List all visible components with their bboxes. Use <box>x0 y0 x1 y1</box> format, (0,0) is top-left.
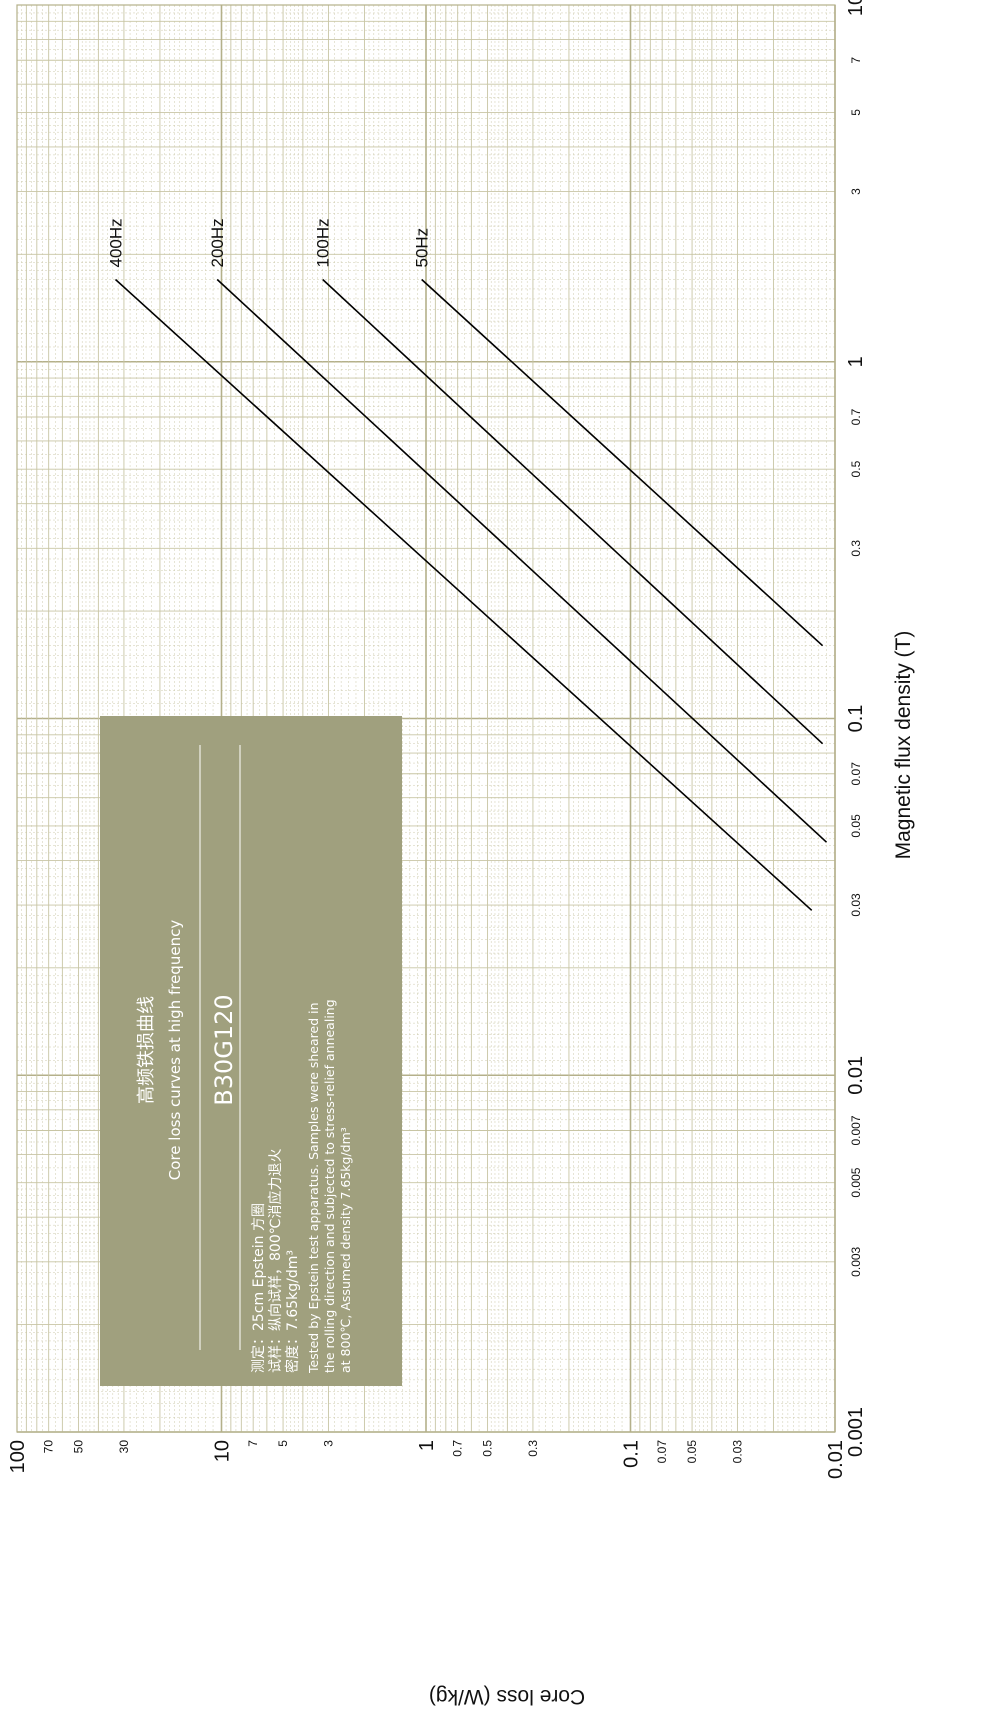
info-grade: B30G120 <box>210 994 238 1105</box>
series-line-50Hz <box>421 278 824 647</box>
y-tick-label: 0.3 <box>526 1440 540 1457</box>
x-tick-label: 3 <box>849 188 863 195</box>
series-label-400Hz: 400Hz <box>107 218 126 267</box>
info-note-cn-1: 测定：25cm Epstein 方圈 <box>251 1203 267 1373</box>
plot-frame <box>16 4 836 1433</box>
info-note-en-2: the rolling direction and subjected to s… <box>322 999 337 1373</box>
y-tick-label: 50 <box>72 1440 86 1454</box>
series-label-50Hz: 50Hz <box>413 228 432 268</box>
x-tick-label: 1 <box>845 356 867 367</box>
y-tick-label: 10 <box>212 1440 234 1462</box>
info-box <box>100 716 402 1386</box>
y-tick-label: 0.7 <box>451 1440 465 1457</box>
x-tick-label: 0.001 <box>845 1407 867 1457</box>
x-tick-label: 10 <box>845 0 867 16</box>
series-line-400Hz <box>114 278 813 911</box>
series: 400Hz 200Hz 100Hz 50Hz <box>107 218 828 911</box>
y-tick-label: 7 <box>246 1440 260 1447</box>
x-tick-label: 0.01 <box>845 1056 867 1095</box>
info-note-cn-2: 试样：纵向试样，800℃消应力退火 <box>267 1149 284 1373</box>
y-tick-label: 3 <box>321 1440 335 1447</box>
y-tick-label: 70 <box>42 1440 56 1454</box>
x-tick-label: 0.3 <box>849 540 863 557</box>
y-tick-label: 0.05 <box>685 1440 699 1464</box>
x-tick-label: 0.1 <box>845 705 867 733</box>
x-tick-labels: 0.001 0.003 0.005 0.007 0.01 0.03 0.05 0.07 0.1 0… <box>845 0 867 1457</box>
info-title-cn: 高频铁损曲线 <box>136 996 157 1104</box>
y-tick-label: 0.03 <box>730 1440 744 1464</box>
info-box-text: 高频铁损曲线 Core loss curves at high frequenc… <box>136 745 353 1374</box>
plot-border <box>16 4 836 1433</box>
y-tick-label: 5 <box>276 1440 290 1447</box>
info-title-en: Core loss curves at high frequency <box>166 920 184 1181</box>
y-tick-label: 0.01 <box>825 1440 847 1479</box>
x-tick-label: 0.005 <box>849 1167 863 1197</box>
y-tick-label: 100 <box>7 1440 29 1473</box>
series-line-200Hz <box>216 278 828 843</box>
info-note-cn-3: 密度：7.65kg/dm³ <box>284 1250 301 1373</box>
y-tick-label: 0.5 <box>481 1440 495 1457</box>
series-line-100Hz <box>322 278 824 745</box>
x-tick-label: 0.03 <box>849 893 863 917</box>
x-tick-label: 0.05 <box>849 814 863 838</box>
x-tick-label: 5 <box>849 109 863 116</box>
x-tick-label: 0.07 <box>849 762 863 786</box>
y-tick-label: 30 <box>117 1440 131 1454</box>
y-tick-label: 1 <box>416 1440 438 1451</box>
series-label-100Hz: 100Hz <box>314 218 333 267</box>
y-axis-label: Core loss (W/kg) <box>429 1685 585 1708</box>
x-axis-label: Magnetic flux density (T) <box>892 631 915 860</box>
x-tick-label: 0.5 <box>849 460 863 477</box>
x-tick-label: 0.7 <box>849 408 863 425</box>
series-label-200Hz: 200Hz <box>208 218 227 267</box>
y-tick-label: 0.1 <box>621 1440 643 1468</box>
info-note-en-3: at 800℃, Assumed density 7.65kg/dm³ <box>338 1127 353 1373</box>
info-note-en-1: Tested by Epstein test apparatus. Sample… <box>306 1002 321 1374</box>
x-tick-label: 0.003 <box>849 1246 863 1276</box>
x-tick-label: 0.007 <box>849 1115 863 1145</box>
x-tick-label: 7 <box>849 57 863 64</box>
y-tick-label: 0.07 <box>655 1440 669 1464</box>
y-tick-labels: 0.01 0.03 0.05 0.07 0.1 0.3 0.5 0.7 1 3 5 7 10 30 50 70… <box>7 1440 847 1479</box>
